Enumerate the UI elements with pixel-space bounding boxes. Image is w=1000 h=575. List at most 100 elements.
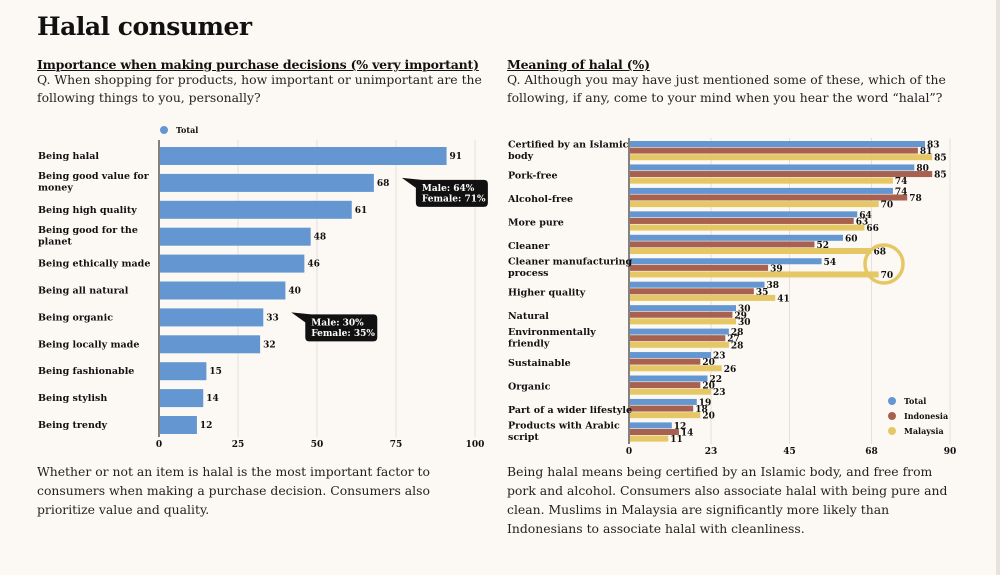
category-label: Being all natural	[38, 286, 129, 297]
value-label: 33	[266, 313, 279, 323]
legend-label-total: Total	[904, 396, 926, 406]
x-tick-label: 50	[311, 440, 324, 450]
bar-part-of-a-wider-lifestyle-indonesia	[630, 405, 694, 412]
value-label: 11	[670, 435, 683, 445]
bar-being-good-value-for-money	[160, 173, 374, 192]
right-chart-subtitle: Meaning of halal (%)	[507, 57, 650, 72]
category-label: friendly	[508, 338, 550, 349]
value-label: 91	[450, 152, 463, 162]
bar-higher-quality-total	[630, 281, 765, 288]
value-label: 52	[816, 241, 829, 251]
bar-being-organic	[160, 308, 264, 327]
legend-label-malaysia: Malaysia	[904, 426, 944, 436]
bar-cleaner-indonesia	[630, 241, 815, 248]
legend-marker-total	[888, 397, 896, 405]
bar-organic-total	[630, 375, 708, 382]
legend-marker-indonesia	[888, 412, 896, 420]
category-label: process	[508, 268, 549, 279]
left-chart-caption: Whether or not an item is halal is the m…	[37, 464, 430, 517]
left-chart-question: Q. When shopping for products, how impor…	[37, 72, 482, 105]
bar-more-pure-malaysia	[630, 224, 865, 231]
value-label: 85	[934, 154, 947, 164]
value-label: 30	[738, 305, 751, 315]
category-label: Being good value for	[38, 171, 150, 182]
x-tick-label: 0	[626, 447, 632, 457]
bar-sustainable-malaysia	[630, 365, 722, 372]
bar-more-pure-indonesia	[630, 217, 854, 224]
value-label: 20	[702, 358, 715, 368]
category-label: Being fashionable	[38, 366, 134, 377]
value-label: 26	[724, 365, 737, 375]
bar-being-fashionable	[160, 362, 207, 381]
bar-being-stylish	[160, 389, 204, 408]
x-tick-label: 90	[944, 447, 957, 457]
bar-alcohol-free-malaysia	[630, 201, 879, 208]
bar-cleaner-manufacturing-process-malaysia	[630, 271, 879, 278]
value-label: 20	[702, 382, 715, 392]
value-label: 85	[934, 171, 947, 181]
bar-more-pure-total	[630, 211, 858, 218]
category-label: Being trendy	[38, 420, 108, 431]
value-label: 40	[288, 287, 301, 297]
bar-part-of-a-wider-lifestyle-total	[630, 398, 697, 405]
category-label: Being stylish	[38, 393, 107, 404]
bar-sustainable-indonesia	[630, 358, 701, 365]
right-chart-question: Q. Although you may have just mentioned …	[507, 72, 946, 105]
bar-environmentally-friendly-indonesia	[630, 335, 726, 342]
category-label: Cleaner	[508, 241, 550, 252]
legend-marker-malaysia	[888, 427, 896, 435]
value-label: 61	[355, 206, 368, 216]
value-label: 15	[209, 367, 222, 377]
value-label: 48	[314, 233, 327, 243]
value-label: 83	[927, 141, 940, 151]
bar-being-trendy	[160, 416, 197, 434]
x-tick-label: 68	[865, 447, 878, 457]
x-tick-label: 25	[232, 440, 245, 450]
bar-natural-indonesia	[630, 311, 733, 318]
value-label: 19	[699, 398, 712, 408]
bar-organic-indonesia	[630, 382, 701, 389]
value-label: 74	[895, 187, 908, 197]
category-label: Products with Arabic	[508, 421, 620, 432]
category-label: Being ethically made	[38, 259, 150, 270]
category-label: money	[38, 183, 73, 194]
legend-label-total: Total	[176, 125, 198, 135]
bar-products-with-arabic-script-total	[630, 422, 672, 429]
bar-products-with-arabic-script-indonesia	[630, 429, 679, 435]
value-label: 74	[895, 177, 908, 187]
category-label: script	[508, 432, 539, 443]
category-label: Higher quality	[508, 288, 586, 299]
category-label: Being good for the	[38, 225, 138, 236]
callout-box	[291, 312, 378, 342]
value-label: 80	[916, 164, 929, 174]
category-label: Being locally made	[38, 339, 139, 350]
value-label: 38	[767, 281, 780, 291]
bar-pork-free-indonesia	[630, 171, 933, 178]
value-label: 27	[727, 335, 740, 345]
bar-alcohol-free-indonesia	[630, 194, 908, 201]
x-tick-label: 0	[156, 440, 162, 450]
bar-cleaner-total	[630, 234, 843, 241]
callout-text: Male: 30%	[311, 318, 364, 328]
legend-marker-total	[160, 126, 168, 134]
category-label: Being high quality	[38, 205, 137, 216]
value-label: 12	[674, 422, 687, 432]
bar-natural-total	[630, 305, 736, 312]
value-label: 39	[770, 264, 783, 274]
importance-bar-chart: 0 25 50 75 100 Total 91 Being halal 68 Being good…	[38, 125, 488, 450]
value-label: 32	[263, 340, 276, 350]
bar-environmentally-friendly-malaysia	[630, 341, 729, 348]
bar-pork-free-malaysia	[630, 177, 893, 184]
value-label: 66	[866, 224, 879, 234]
value-label: 70	[881, 271, 894, 281]
bar-alcohol-free-total	[630, 187, 893, 194]
category-label: Cleaner manufacturing	[508, 257, 632, 268]
bar-being-ethically-made	[160, 254, 305, 273]
category-label: planet	[38, 236, 72, 247]
category-label: body	[508, 151, 534, 162]
callout-text: Female: 71%	[422, 194, 486, 204]
value-label: 70	[881, 201, 894, 211]
value-label: 30	[738, 318, 751, 328]
value-label: 63	[856, 217, 869, 227]
